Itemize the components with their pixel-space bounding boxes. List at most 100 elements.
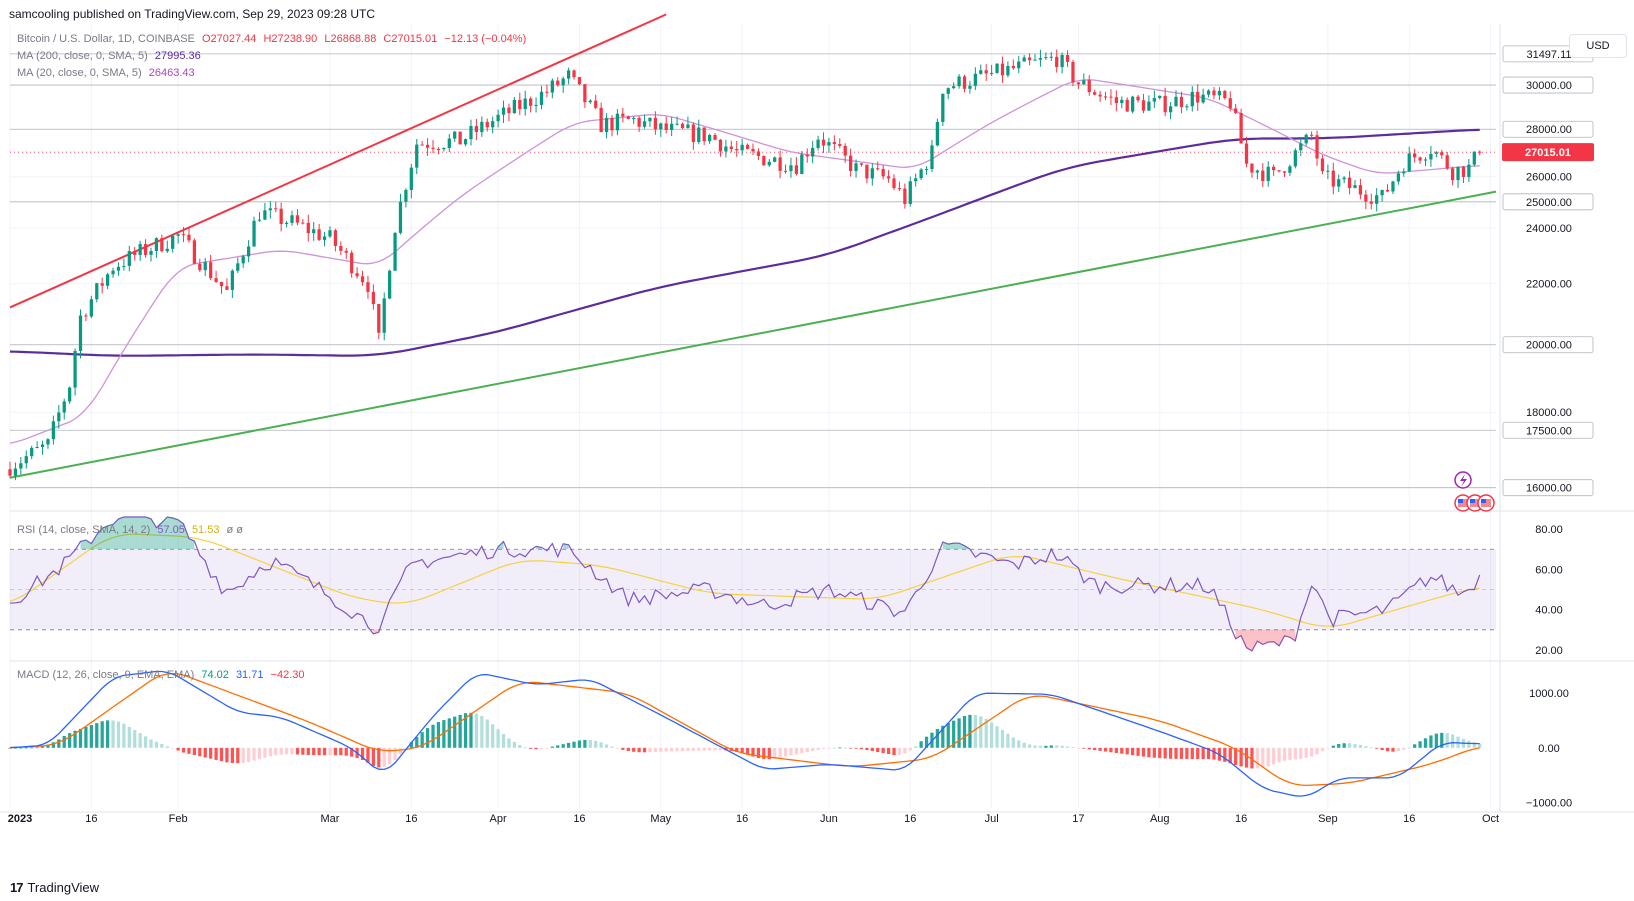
candle-body [1288,166,1292,173]
macd-histogram-bar [219,747,224,762]
candle-body [154,238,159,251]
macd-histogram-bar [1326,747,1330,749]
candle-body [214,278,218,282]
candle-body [735,149,739,151]
rsi-overbought-fill [959,543,965,550]
macd-histogram-bar [1125,747,1129,755]
macd-histogram-bar [279,747,283,755]
candle-body [903,188,907,204]
ma20-path [9,79,1480,444]
tradingview-brand[interactable]: 17 TradingView [10,880,99,895]
ma20-legend[interactable]: MA (20, close, 0, SMA, 5) 26463.43 [17,67,195,79]
candle-body [398,201,403,233]
rsi-overbought-fill [183,523,189,550]
macd-histogram-bar [1055,745,1059,748]
candle-body [1272,166,1276,171]
candle-body [572,70,576,78]
macd-histogram-bar [512,742,516,748]
price-tick-label: 26000.00 [1526,172,1572,184]
candle-body [40,444,45,448]
macd-histogram-bar [1168,747,1173,759]
candle-body [160,238,164,252]
macd-histogram-bar [1206,747,1211,760]
rsi-overbought-fill [964,545,970,550]
macd-pane [8,670,1482,797]
macd-histogram-bar [149,739,153,748]
macd-legend[interactable]: MACD (12, 26, close, 9, EMA, EMA) 74.02 … [17,669,304,681]
price-tick-label: 24000.00 [1526,223,1572,235]
macd-histogram-bar [653,747,658,752]
macd-histogram-bar [1179,747,1184,759]
macd-histogram-bar [892,747,896,756]
macd-histogram-bar [1299,747,1303,759]
macd-histogram-bar [919,741,923,748]
macd-histogram-bar [133,730,137,748]
price-level-box [1502,76,1594,94]
ma200-path [9,128,1480,357]
candle-body [539,91,544,105]
macd-histogram-bar [198,747,202,757]
macd-histogram-bar [1407,747,1411,749]
macd-histogram-bar [691,747,695,751]
macd-histogram-bar [480,715,484,748]
macd-histogram-bar [962,715,967,748]
macd-histogram-bar [1250,747,1254,769]
candle-body [594,100,598,108]
macd-histogram-bar [1418,741,1422,748]
event-icons[interactable] [1454,471,1495,512]
macd-histogram-bar [143,736,148,748]
rsi-oversold-fill [1279,629,1285,646]
macd-path [9,670,1480,797]
rsi-legend[interactable]: RSI (14, close, SMA, 14, 2) 57.05 51.53 … [17,524,243,536]
candle-body [642,121,647,127]
macd-histogram-bar [735,747,739,752]
macd-histogram-bar [415,736,419,748]
candle-body [241,256,245,264]
candle-body [800,154,804,174]
macd-histogram-bar [274,747,278,756]
macd-histogram-bar [1396,747,1401,752]
macd-histogram-bar [1288,747,1292,760]
time-tick-label: Mar [321,813,340,825]
rsi-path [9,516,1481,652]
macd-histogram-bar [371,747,375,767]
candle-body [1109,96,1113,98]
candle-body [1434,152,1438,154]
candle-body [973,73,977,86]
candle-body [794,165,799,174]
candle-body [1413,153,1417,158]
candle-body [1331,170,1335,187]
candle-body [1017,61,1021,69]
candle-body [1375,195,1379,204]
macd-histogram-bar [1033,745,1037,748]
macd-histogram-bar [19,747,23,749]
candle-body [751,148,755,152]
rsi-overbought-fill [156,522,162,550]
candle-body [333,230,338,246]
macd-histogram-bar [247,747,251,762]
macd-histogram-bar [1456,736,1460,748]
macd-histogram-bar [556,745,560,748]
candle-body [24,456,28,464]
brand-name: TradingView [27,880,100,895]
candle-body [713,134,717,140]
price-level-box [1502,336,1594,354]
macd-tick-label: −1000.00 [1526,798,1572,810]
candle-body [740,144,744,151]
candle-body [1450,168,1455,181]
candle-body [247,246,251,257]
support-trendline [9,190,1497,479]
candle-body [1071,61,1075,83]
currency-button[interactable]: USD [1569,34,1627,58]
macd-histogram-bar [621,747,625,750]
time-tick-label: Sep [1318,813,1338,825]
candle-body [105,274,110,286]
macd-histogram-bar [811,747,815,752]
ma200-legend[interactable]: MA (200, close, 0, SMA, 5) 27995.36 [17,50,201,62]
time-tick-label: 16 [904,813,916,825]
macd-histogram-bar [24,747,28,749]
macd-histogram-bar [203,747,207,758]
candle-body [1315,135,1319,159]
candle-body [1396,173,1401,182]
